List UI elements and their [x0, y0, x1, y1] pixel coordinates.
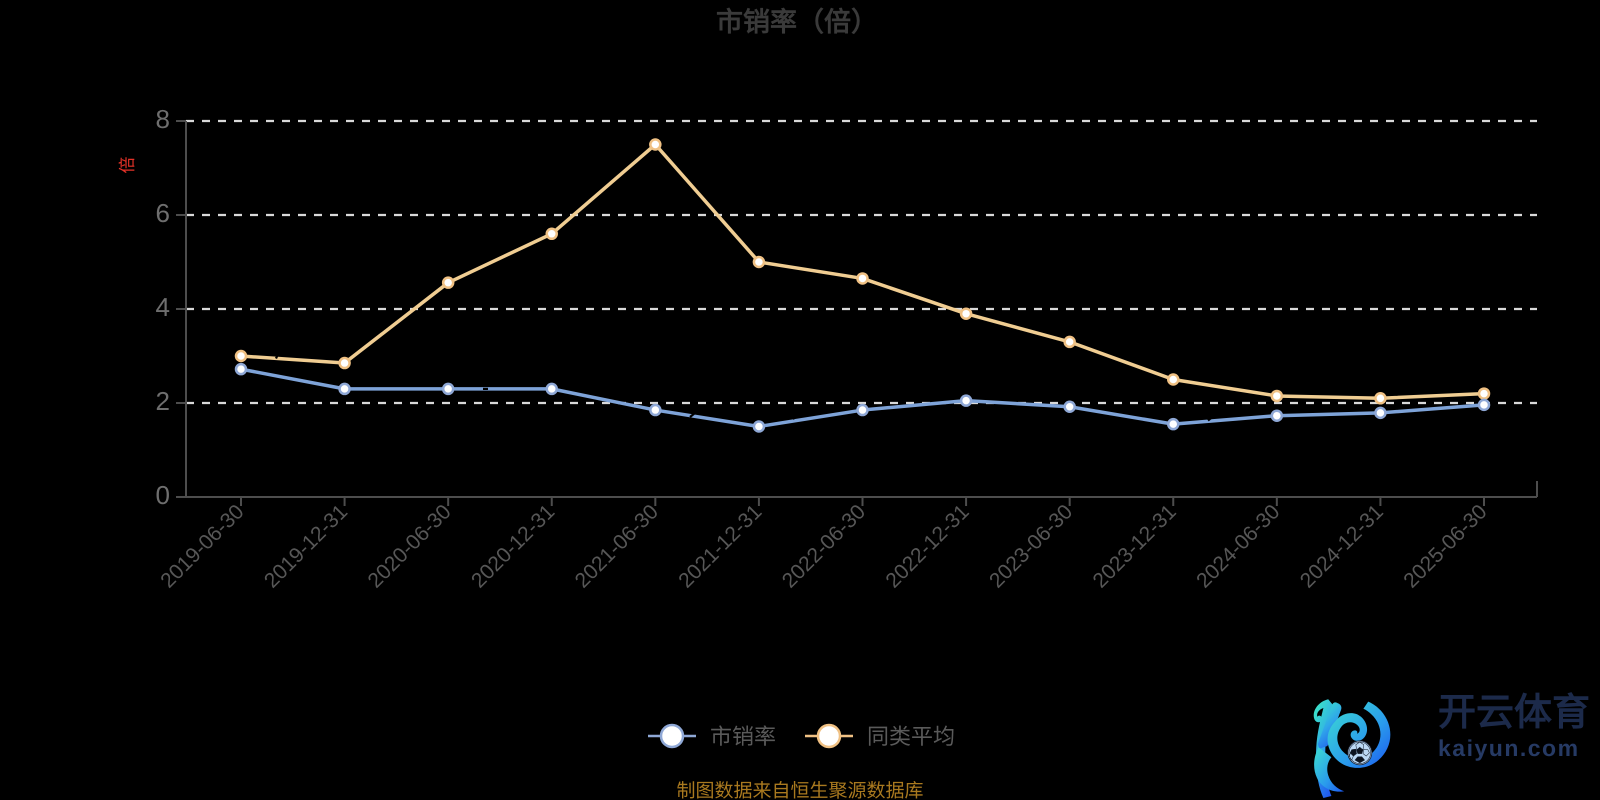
svg-text:2024-06-30: 2024-06-30 — [1192, 500, 1284, 592]
svg-text:2: 2 — [156, 386, 170, 416]
svg-text:倍: 倍 — [118, 157, 137, 174]
svg-text:市销率（倍）: 市销率（倍） — [716, 7, 878, 37]
svg-text:kaiyun.com: kaiyun.com — [1438, 735, 1580, 761]
svg-text:2023-06-30: 2023-06-30 — [985, 500, 1077, 592]
svg-text:2020-12-31: 2020-12-31 — [467, 500, 559, 592]
svg-text:2023-12-31: 2023-12-31 — [1089, 500, 1181, 592]
svg-text:2020-06-30: 2020-06-30 — [363, 500, 455, 592]
svg-text:6: 6 — [156, 198, 170, 228]
svg-text:2019-12-31: 2019-12-31 — [260, 500, 352, 592]
svg-text:市销率: 市销率 — [710, 724, 776, 749]
svg-text:0: 0 — [156, 480, 170, 510]
svg-text:2021-06-30: 2021-06-30 — [571, 500, 663, 592]
svg-text:8: 8 — [156, 104, 170, 134]
svg-text:2024-12-31: 2024-12-31 — [1296, 500, 1388, 592]
svg-text:2019-06-30: 2019-06-30 — [156, 500, 248, 592]
svg-text:同类平均: 同类平均 — [867, 724, 955, 749]
svg-text:4: 4 — [156, 292, 170, 322]
svg-text:2022-06-30: 2022-06-30 — [778, 500, 870, 592]
svg-text:2021-12-31: 2021-12-31 — [674, 500, 766, 592]
svg-text:2025-06-30: 2025-06-30 — [1399, 500, 1491, 592]
svg-text:开云体育: 开云体育 — [1438, 692, 1590, 734]
svg-text:制图数据来自恒生聚源数据库: 制图数据来自恒生聚源数据库 — [676, 781, 923, 800]
svg-text:2022-12-31: 2022-12-31 — [881, 500, 973, 592]
